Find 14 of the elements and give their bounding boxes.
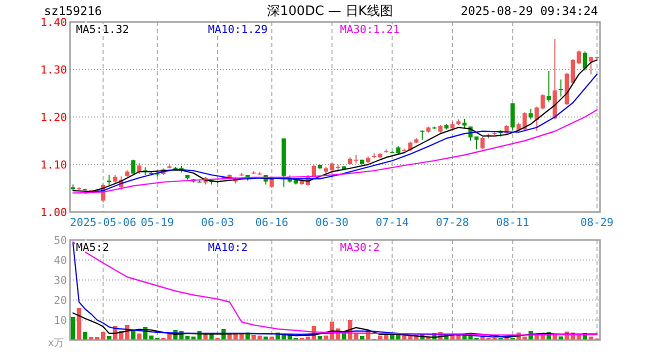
y-axis-title: x万	[48, 338, 64, 349]
y-tick-label: 30	[54, 274, 67, 287]
chart-title: 深100DC — 日K线图	[267, 4, 393, 19]
text: sz159216	[44, 4, 102, 18]
y-tick-label: 1.20	[40, 111, 67, 124]
y-tick-label: 1.40	[40, 16, 67, 29]
y-tick-label: 1.30	[40, 64, 67, 76]
y-tick-label: 1.10	[40, 158, 67, 172]
y-tick-label: 40	[54, 254, 67, 267]
text: 2025-08-29 09:34:24	[460, 4, 598, 18]
y-tick-label: 10	[54, 314, 67, 327]
y-tick-label: 50	[54, 234, 67, 247]
y-tick-label: 1.00	[40, 206, 67, 219]
y-tick-label: 20	[54, 294, 67, 307]
